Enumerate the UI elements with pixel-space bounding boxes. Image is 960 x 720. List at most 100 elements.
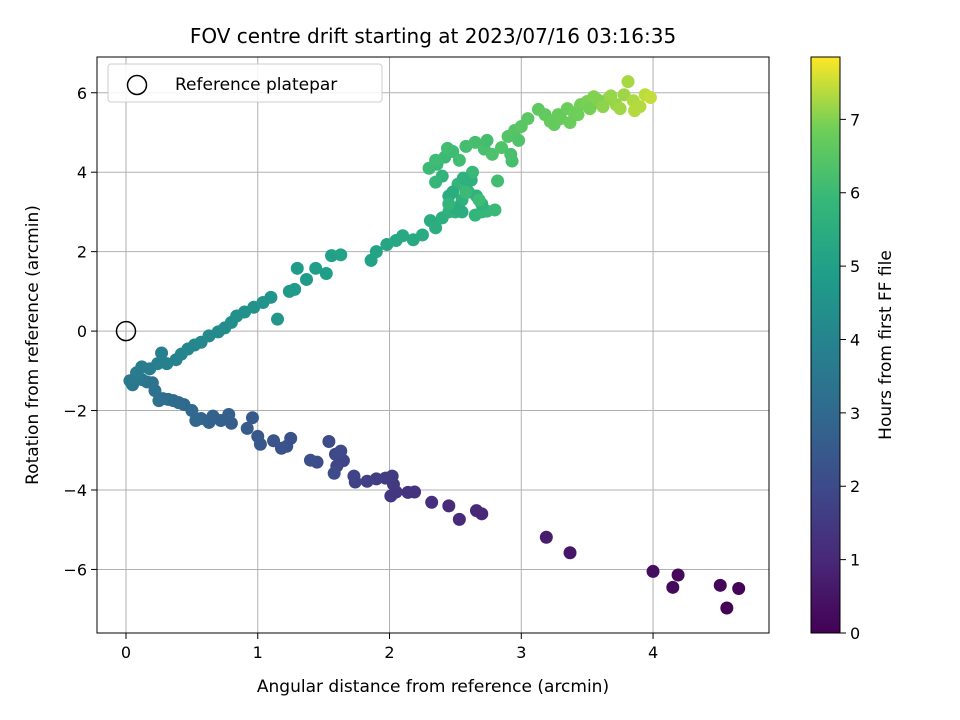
data-point	[485, 147, 499, 161]
y-tick-label: 2	[77, 243, 87, 262]
colorbar-tick-label: 5	[850, 257, 860, 276]
y-tick-label: 4	[77, 163, 87, 182]
x-tick-label: 3	[516, 643, 526, 662]
data-point	[613, 102, 627, 116]
data-point	[334, 444, 348, 458]
colorbar-tick-label: 0	[850, 624, 860, 643]
reference-point-marker	[115, 320, 137, 342]
colorbar-tick-label: 1	[850, 551, 860, 570]
y-tick-label: 0	[77, 322, 87, 341]
plot-frame	[96, 56, 770, 634]
data-point	[504, 147, 518, 161]
data-point	[459, 185, 473, 199]
x-tick-label: 0	[121, 643, 131, 662]
data-point	[300, 272, 314, 286]
data-point	[240, 421, 254, 435]
data-point	[288, 282, 302, 296]
data-point	[303, 453, 317, 467]
data-points	[123, 75, 746, 615]
x-axis-ticks: 0 1 2 3 4	[121, 633, 658, 662]
colorbar-ticks: 0 1 2 3 4 5 6 7	[840, 110, 860, 643]
data-point	[583, 102, 597, 116]
chart-title: FOV centre drift starting at 2023/07/16 …	[190, 24, 676, 48]
y-axis-ticks: −6 −4 −2 0 2 4 6	[63, 84, 97, 579]
data-point	[563, 546, 577, 560]
data-point	[151, 357, 165, 371]
data-point	[563, 116, 577, 130]
data-point	[456, 171, 470, 185]
data-point	[267, 434, 281, 448]
data-point	[446, 185, 460, 199]
data-point	[271, 312, 285, 326]
colorbar-label: Hours from first FF file	[876, 250, 896, 440]
data-point	[480, 133, 494, 147]
data-point	[713, 578, 727, 592]
data-point	[666, 580, 680, 594]
data-point	[396, 229, 410, 243]
data-point	[488, 203, 502, 217]
data-point	[334, 248, 348, 262]
legend-marker-open-circle	[126, 74, 148, 96]
x-tick-label: 1	[253, 643, 263, 662]
data-point	[571, 108, 585, 122]
legend-box	[107, 63, 383, 103]
data-point	[469, 504, 483, 518]
data-point	[155, 346, 169, 360]
data-point	[512, 133, 526, 147]
data-point	[472, 193, 486, 207]
data-point	[720, 601, 734, 615]
data-point	[466, 165, 480, 179]
data-point	[429, 153, 443, 167]
data-point	[621, 75, 635, 89]
data-point	[468, 135, 482, 149]
y-tick-label: −2	[63, 402, 87, 421]
data-point	[442, 197, 456, 211]
data-point	[251, 429, 265, 443]
data-point	[369, 245, 383, 259]
x-tick-label: 4	[648, 643, 658, 662]
data-point	[646, 564, 660, 578]
data-point	[360, 474, 374, 488]
colorbar-gradient	[810, 56, 841, 634]
data-point	[384, 489, 398, 503]
data-point	[455, 205, 469, 219]
y-axis-label: Rotation from reference (arcmin)	[23, 205, 43, 485]
data-point	[245, 411, 259, 425]
data-point	[401, 485, 415, 499]
data-point	[429, 221, 443, 235]
data-point	[452, 512, 466, 526]
data-point	[596, 100, 610, 114]
y-tick-label: −6	[63, 560, 87, 579]
colorbar-tick-label: 7	[850, 110, 860, 129]
data-point	[671, 568, 685, 582]
data-point	[429, 175, 443, 189]
data-point	[152, 394, 166, 408]
legend: Reference platepar	[107, 63, 383, 103]
colorbar: 0 1 2 3 4 5 6 7 Hours from first FF file	[810, 56, 896, 643]
data-point	[491, 174, 505, 188]
data-point	[539, 530, 553, 544]
data-point	[189, 413, 203, 427]
data-point	[309, 261, 323, 275]
data-point	[628, 104, 642, 118]
y-tick-label: −4	[63, 481, 87, 500]
data-point	[327, 466, 341, 480]
data-point	[521, 112, 535, 126]
data-point	[415, 228, 429, 242]
data-point	[732, 582, 746, 596]
data-point	[604, 89, 618, 103]
x-tick-label: 2	[384, 643, 394, 662]
colorbar-tick-label: 4	[850, 330, 860, 349]
data-point	[452, 153, 466, 167]
data-point	[319, 266, 333, 280]
colorbar-tick-label: 3	[850, 404, 860, 423]
data-point	[322, 435, 336, 449]
y-tick-label: 6	[77, 84, 87, 103]
data-point	[617, 88, 631, 102]
data-point	[347, 469, 361, 483]
x-axis-label: Angular distance from reference (arcmin)	[257, 677, 609, 697]
data-point	[290, 261, 304, 275]
legend-label: Reference platepar	[175, 75, 337, 95]
colorbar-tick-label: 2	[850, 477, 860, 496]
